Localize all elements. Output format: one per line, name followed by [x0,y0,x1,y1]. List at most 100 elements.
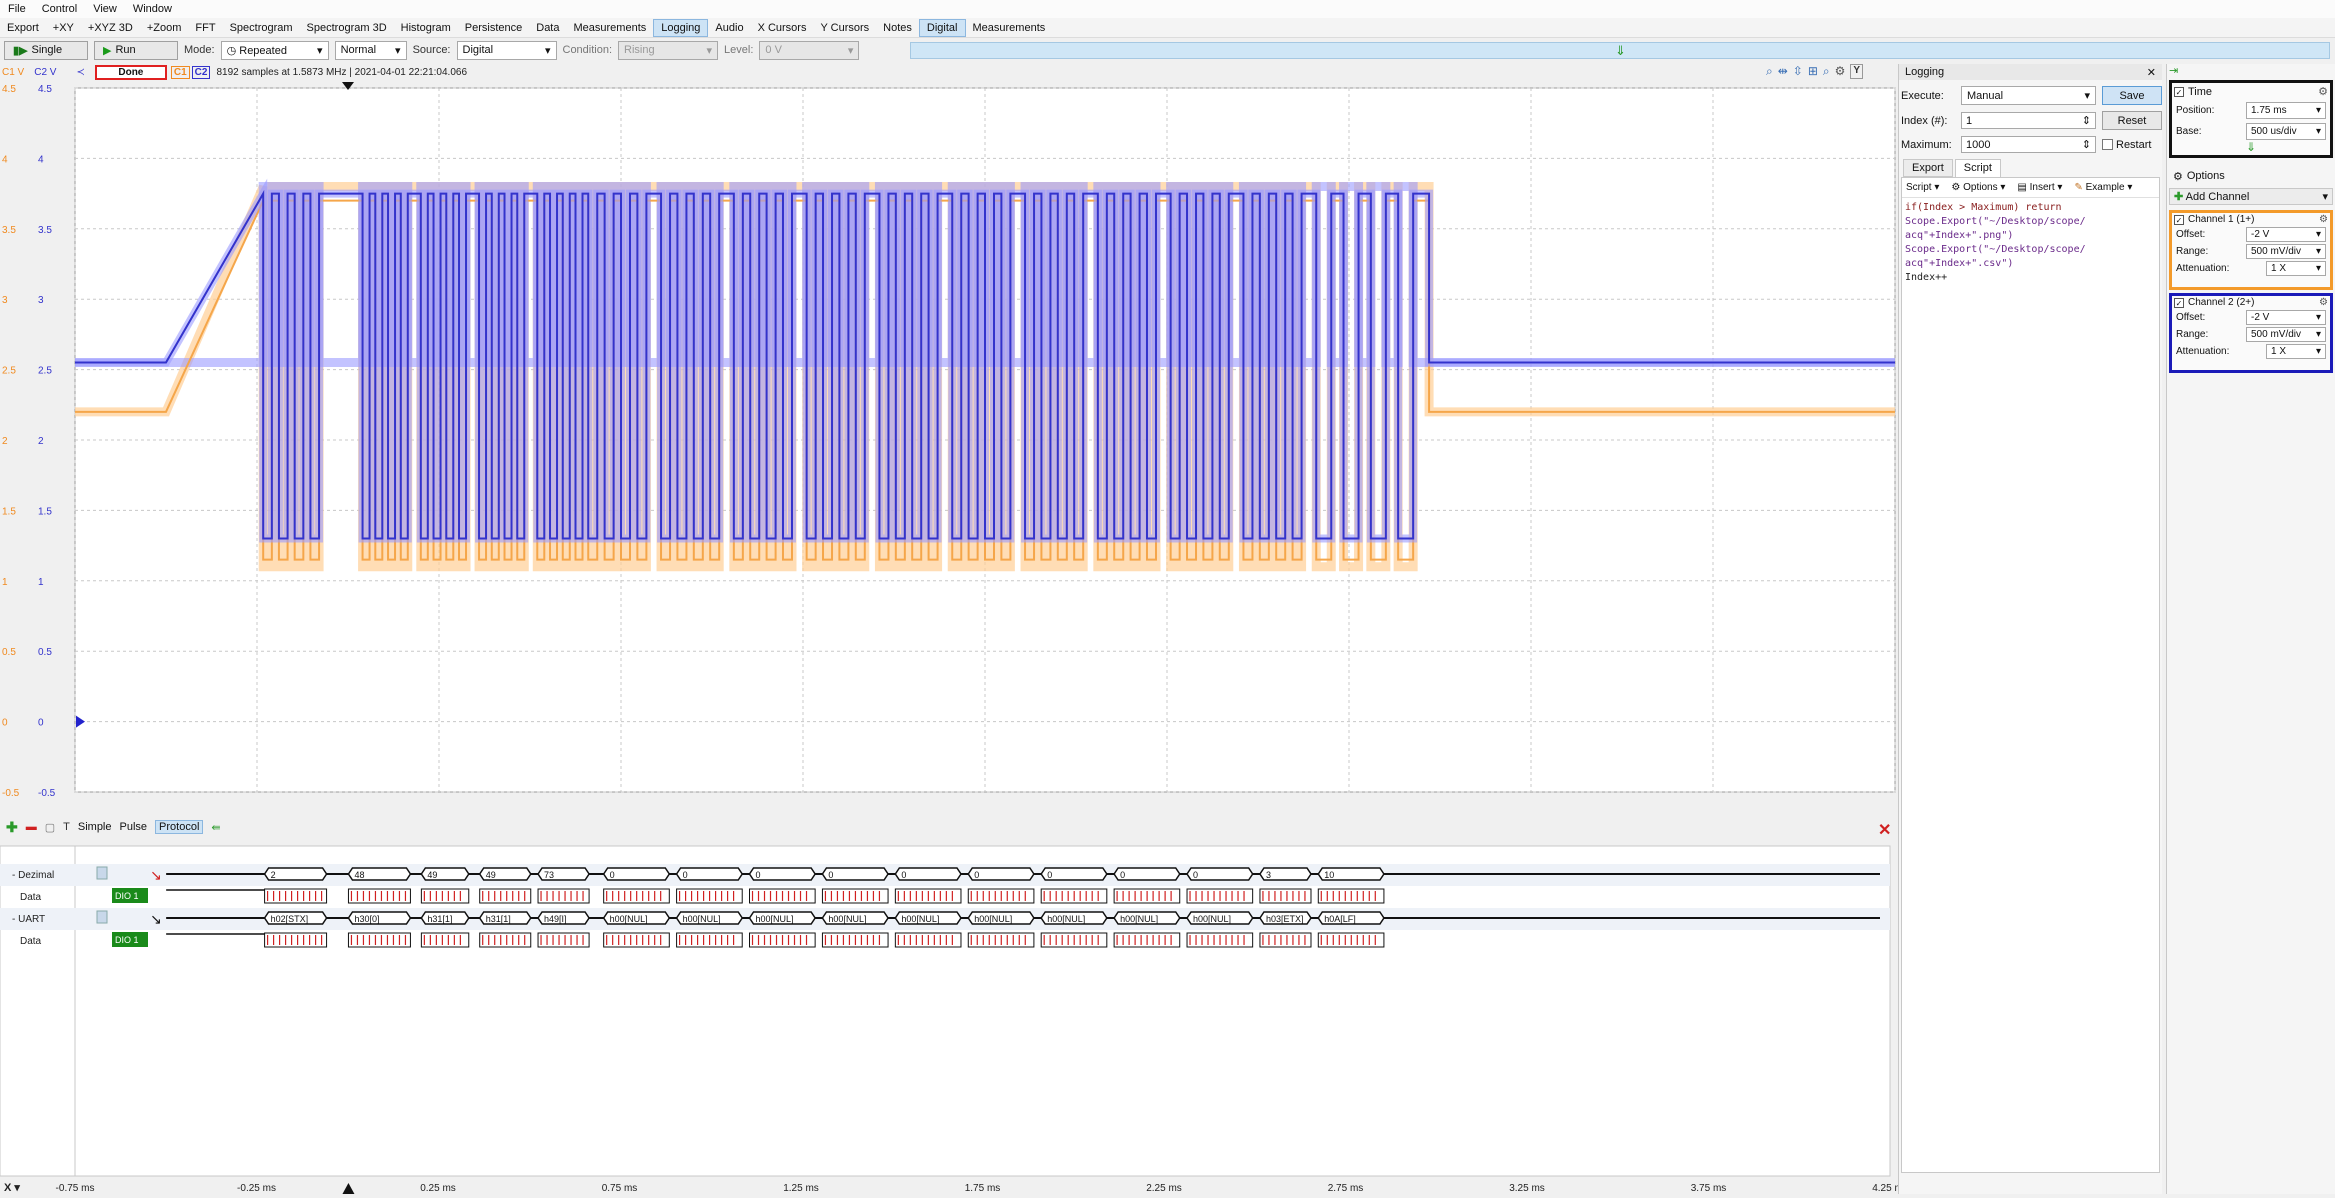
reset-button[interactable]: Reset [2102,111,2162,130]
uart-data-frame[interactable] [537,932,590,948]
example-menu[interactable]: ✎ Example ▾ [2074,182,2133,193]
execute-select[interactable]: Manual ▾ [1961,86,2096,105]
collapse-icon[interactable]: ≺ [76,66,85,78]
toolbar-logging[interactable]: Logging [653,18,709,37]
pin-badge[interactable] [112,932,148,947]
source-select[interactable]: Digital ▾ [456,40,557,60]
toolbar-spectrogram3d[interactable]: Spectrogram 3D [306,21,387,34]
condition-select[interactable]: Rising ▾ [618,40,719,60]
dezimal-data-frame[interactable] [479,888,532,904]
uart-data-frame[interactable] [479,932,532,948]
script-editor[interactable]: if(Index > Maximum) return Scope.Export(… [1902,198,2159,288]
digital-protocol[interactable]: Protocol [155,820,204,834]
channel-2-attenuation[interactable]: 1 X ▾ [2266,344,2326,359]
c2-badge[interactable]: C2 [191,65,211,79]
digital-plot[interactable]: - Dezimal Data DIO 1 - UART Data DIO 1 ↘ ↘ 2 48 49… [0,836,1900,1198]
toolbar-data[interactable]: Data [536,21,560,34]
channel-2-range[interactable]: 500 mV/div ▾ [2246,327,2326,342]
c1-badge[interactable]: C1 [170,65,190,79]
digital-row-name[interactable]: Data [20,892,42,903]
digital-row-name[interactable]: Data [20,936,42,947]
trigger-position-marker[interactable] [342,1183,355,1194]
toolbar-notes[interactable]: Notes [883,21,912,34]
digital-row-name[interactable]: - Dezimal [12,870,54,881]
scope-plot[interactable]: -0.75 ms-0.25 ms0.25 ms0.75 ms1.25 ms1.7… [0,80,1900,798]
channel-1-attenuation[interactable]: 1 X ▾ [2266,261,2326,276]
toolbar-fft[interactable]: FFT [195,21,216,34]
close-icon[interactable]: ✕ [2146,66,2156,79]
index-input[interactable]: 1 ⇕ [1961,112,2096,129]
add-channel-button[interactable]: ✚ Add Channel ▾ [2169,188,2333,205]
channel-1-offset[interactable]: -2 V ▾ [2246,227,2326,242]
base-input[interactable]: 500 us/div ▾ [2246,123,2326,140]
close-digital-icon[interactable]: ✕ [1878,822,1892,839]
toolbar-export[interactable]: Export [7,21,39,34]
level-input[interactable]: 0 V ▾ [759,40,860,60]
c2-trace[interactable] [75,189,1895,540]
insert-menu[interactable]: ▤ Insert ▾ [2017,182,2063,193]
options-row[interactable]: ⚙ Options [2169,168,2333,184]
link-icon[interactable]: ⇚ [211,821,221,834]
digital-simple[interactable]: Simple [77,821,112,833]
dezimal-data-frame[interactable] [420,888,470,904]
dezimal-data-frame[interactable] [1259,888,1312,904]
save-button[interactable]: Save [2102,86,2162,105]
toolbar-measurements[interactable]: Measurements [573,21,647,34]
zoom-icon[interactable]: ⌕ [1766,64,1773,78]
settings-icon[interactable]: ⚙ [2319,214,2328,225]
magnify-icon[interactable]: ⌕ [1822,64,1830,78]
menu-control[interactable]: Control [41,3,78,15]
uart-data-frame[interactable] [1259,932,1312,948]
trigger-status-bar[interactable]: ⇓ [910,42,2330,59]
toolbar-digital[interactable]: Digital [918,18,966,37]
menu-window[interactable]: Window [132,3,172,15]
restart-checkbox[interactable] [2102,139,2113,150]
position-input[interactable]: 1.75 ms ▾ [2246,102,2326,119]
run-button[interactable]: ▶ Run [94,40,178,60]
x-axis-menu[interactable]: X ▾ [4,1182,20,1194]
edit-icon[interactable]: ▢ [44,821,56,834]
remove-icon[interactable]: ▬ [25,821,37,833]
text-icon[interactable]: T [63,821,70,833]
digital-row-name[interactable]: - UART [12,914,45,925]
single-button[interactable]: ▮▶ Single [4,40,88,60]
toolbar-y-cursors[interactable]: Y Cursors [820,21,870,34]
fit-icon[interactable]: ⊞ [1807,64,1818,78]
toolbar-measurements-2[interactable]: Measurements [972,21,1046,34]
script-menu[interactable]: Script ▾ [1906,182,1940,193]
settings-icon[interactable]: ⚙ [1834,64,1846,78]
zoom-x-icon[interactable]: ⇹ [1777,64,1788,78]
zoom-y-icon[interactable]: ⇳ [1792,64,1803,78]
trigger-mode-select[interactable]: Normal ▾ [334,40,407,60]
trigger-arrow-icon[interactable]: ↘ [150,912,162,928]
row-settings-icon[interactable] [96,910,108,924]
channel-2-checkbox[interactable]: ✓ [2174,297,2184,308]
tab-script[interactable]: Script [1954,159,2001,177]
trigger-arrow-icon[interactable]: ↘ [150,868,162,884]
toolbar-xy[interactable]: +XY [52,21,74,34]
mode-select[interactable]: ◷ Repeated ▾ [220,40,329,60]
options-menu[interactable]: ⚙ Options ▾ [1951,182,2006,193]
settings-icon[interactable]: ⚙ [2319,297,2328,308]
y-axis-toggle[interactable]: Y [1850,64,1864,79]
add-icon[interactable]: ✚ [6,818,18,835]
trigger-position-marker[interactable] [342,82,354,90]
menu-view[interactable]: View [93,3,117,15]
dock-icon[interactable]: ⇥ [2169,65,2179,77]
digital-pulse[interactable]: Pulse [119,821,148,833]
settings-icon[interactable]: ⚙ [2318,86,2328,98]
channel-2-offset[interactable]: -2 V ▾ [2246,310,2326,325]
toolbar-audio[interactable]: Audio [715,21,744,34]
row-settings-icon[interactable] [96,866,108,880]
toolbar-zoom[interactable]: +Zoom [146,21,182,34]
toolbar-spectrogram[interactable]: Spectrogram [229,21,293,34]
pin-badge[interactable] [112,888,148,903]
time-checkbox[interactable]: ✓ [2174,86,2184,97]
channel-1-range[interactable]: 500 mV/div ▾ [2246,244,2326,259]
menu-file[interactable]: File [8,3,26,15]
toolbar-persistence[interactable]: Persistence [464,21,523,34]
toolbar-histogram[interactable]: Histogram [400,21,451,34]
ground-marker[interactable] [76,715,85,728]
tab-export[interactable]: Export [1903,159,1953,177]
toolbar-x-cursors[interactable]: X Cursors [757,21,807,34]
